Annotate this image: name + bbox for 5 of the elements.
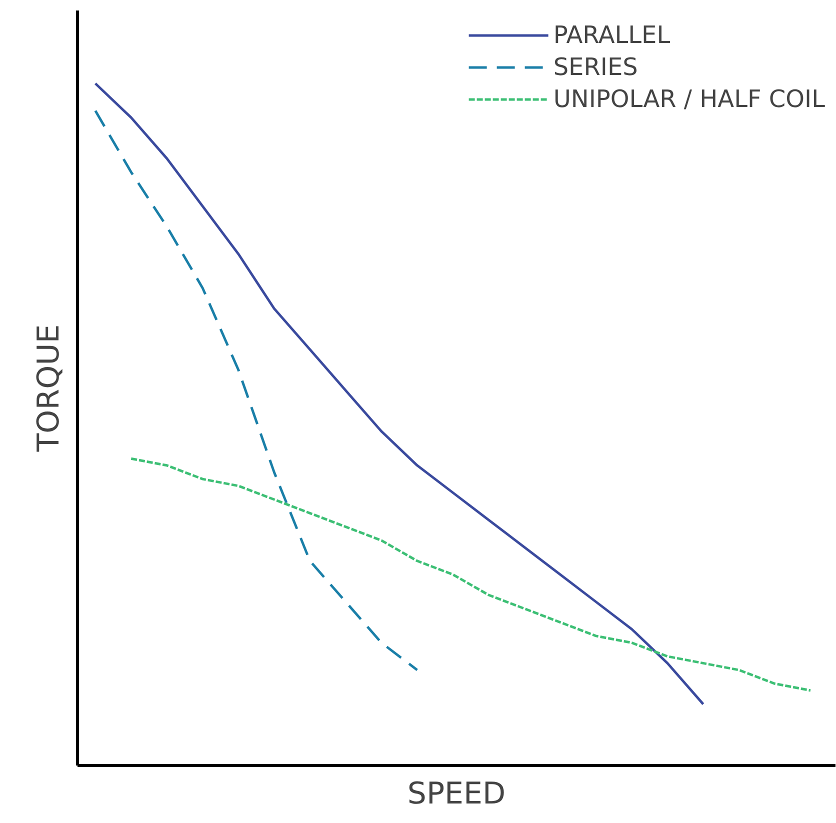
legend-label: PARALLEL: [553, 20, 670, 50]
legend-label: SERIES: [553, 52, 638, 82]
legend-label: UNIPOLAR / HALF COIL: [553, 84, 825, 114]
y-axis-title: TORQUE: [32, 324, 66, 453]
x-axis-title: SPEED: [407, 776, 506, 812]
